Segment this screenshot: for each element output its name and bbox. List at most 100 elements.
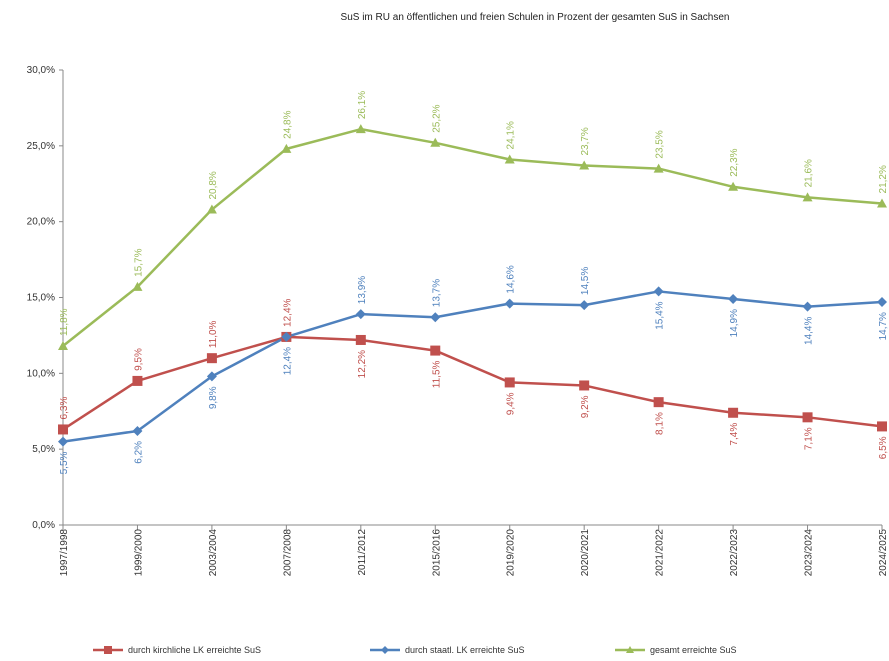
data-point	[132, 281, 143, 291]
x-tick-label: 2019/2020	[506, 529, 517, 577]
data-label: 6,3%	[59, 397, 70, 420]
data-label: 25,2%	[431, 104, 442, 132]
x-tick-label: 2003/2004	[208, 529, 219, 577]
data-label: 11,0%	[208, 320, 219, 348]
data-point	[504, 377, 515, 388]
data-point	[430, 137, 441, 147]
series-line	[62, 127, 883, 348]
data-point	[579, 300, 590, 311]
data-label: 6,5%	[878, 436, 889, 459]
data-point	[504, 298, 515, 309]
data-label: 12,2%	[357, 350, 368, 378]
data-label: 7,4%	[729, 423, 740, 446]
data-point	[802, 192, 813, 202]
data-point	[728, 294, 739, 305]
series-line	[62, 290, 883, 443]
data-point	[355, 334, 366, 345]
data-label: 13,7%	[431, 279, 442, 307]
data-label: 11,5%	[431, 360, 442, 388]
data-point	[132, 375, 143, 386]
data-label: 9,4%	[506, 392, 517, 415]
data-labels: 6,3% 9,5% 11,0% 12,4% 12,2% 11,5% 9,4% 9,2% 8,1%…	[59, 91, 889, 475]
data-point	[877, 297, 887, 308]
data-label: 21,6%	[804, 159, 815, 187]
legend-label: gesamt erreichte SuS	[650, 645, 737, 655]
data-point	[132, 425, 143, 436]
data-point	[430, 312, 441, 323]
legend-marker	[104, 646, 112, 654]
x-tick-label: 2015/2016	[431, 529, 442, 577]
series-line	[62, 335, 883, 431]
data-label: 12,4%	[282, 298, 293, 326]
data-label: 6,2%	[133, 441, 144, 464]
data-point	[579, 380, 590, 391]
series-markers	[58, 124, 887, 447]
data-label: 14,4%	[804, 316, 815, 344]
data-point	[504, 154, 515, 164]
data-point	[579, 160, 590, 170]
data-label: 8,1%	[655, 412, 666, 435]
y-tick-label: 25,0%	[27, 141, 55, 152]
y-tick-label: 0,0%	[32, 520, 55, 531]
data-label: 23,5%	[655, 130, 666, 158]
data-point	[281, 331, 292, 342]
data-label: 11,8%	[59, 308, 70, 336]
x-tick-label: 2023/2024	[804, 529, 815, 577]
data-point	[355, 309, 366, 320]
axes: 0,0% 5,0% 10,0% 15,0% 20,0% 25,0% 30,0% 1997/19…	[27, 65, 889, 576]
data-point	[430, 345, 441, 356]
data-label: 14,7%	[878, 312, 889, 340]
data-label: 14,6%	[506, 265, 517, 293]
x-tick-label: 1997/1998	[59, 529, 70, 577]
y-tick-label: 10,0%	[27, 368, 55, 379]
x-tick-label: 2007/2008	[282, 529, 293, 577]
data-point	[877, 198, 887, 208]
data-point	[728, 181, 739, 191]
y-tick-label: 20,0%	[27, 217, 55, 228]
data-label: 12,4%	[282, 347, 293, 375]
data-point	[355, 124, 366, 134]
data-point	[206, 353, 217, 364]
data-label: 9,5%	[133, 348, 144, 371]
data-point	[281, 143, 292, 153]
data-label: 22,3%	[729, 148, 740, 176]
data-point	[58, 436, 68, 447]
data-label: 20,8%	[208, 171, 219, 199]
x-tick-label: 2020/2021	[580, 529, 591, 577]
legend-marker	[381, 646, 389, 654]
data-point	[877, 421, 887, 432]
x-tick-label: 2024/2025	[878, 529, 889, 577]
data-label: 15,4%	[655, 301, 666, 329]
legend: durch kirchliche LK erreichte SuS durch s…	[93, 645, 737, 655]
data-label: 23,7%	[580, 127, 591, 155]
chart-title: SuS im RU an öffentlichen und freien Sch…	[341, 12, 730, 23]
data-point	[206, 371, 217, 382]
series-lines	[62, 127, 883, 443]
data-label: 24,1%	[506, 121, 517, 149]
data-point	[58, 424, 68, 435]
x-tick-label: 2011/2012	[357, 529, 368, 576]
y-tick-label: 5,0%	[32, 444, 55, 455]
x-tick-label: 1999/2000	[133, 529, 144, 577]
data-label: 14,5%	[580, 267, 591, 295]
data-label: 9,8%	[208, 386, 219, 409]
data-label: 15,7%	[133, 248, 144, 276]
data-label: 14,9%	[729, 309, 740, 337]
data-point	[802, 412, 813, 423]
data-label: 26,1%	[357, 91, 368, 119]
data-label: 13,9%	[357, 276, 368, 304]
y-tick-label: 15,0%	[27, 293, 55, 304]
legend-label: durch kirchliche LK erreichte SuS	[128, 645, 261, 655]
data-label: 7,1%	[804, 427, 815, 450]
x-tick-label: 2021/2022	[655, 529, 666, 577]
data-label: 9,2%	[580, 395, 591, 418]
x-tick-label: 2022/2023	[729, 529, 740, 577]
data-point	[802, 301, 813, 312]
data-label: 21,2%	[878, 165, 889, 193]
data-point	[206, 204, 217, 214]
data-point	[58, 341, 68, 351]
data-point	[728, 407, 739, 418]
data-point	[653, 163, 664, 173]
data-point	[653, 286, 664, 297]
